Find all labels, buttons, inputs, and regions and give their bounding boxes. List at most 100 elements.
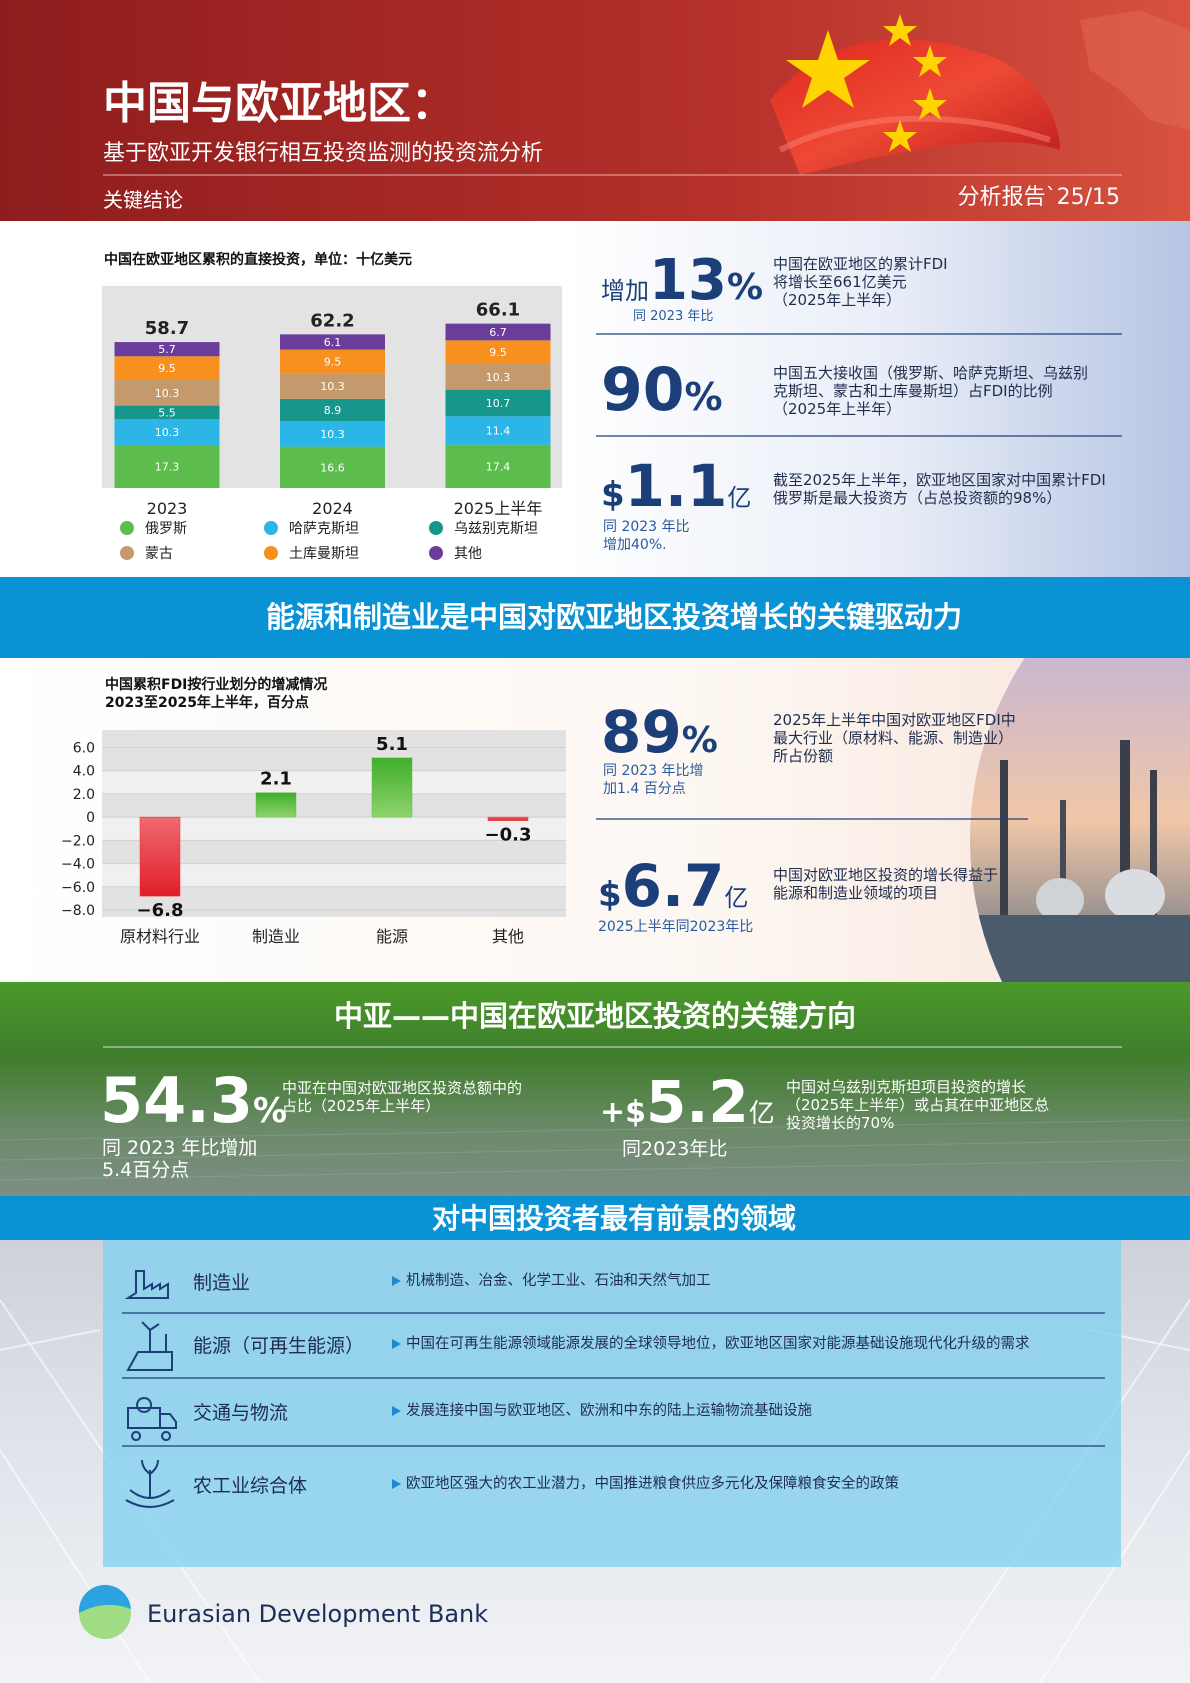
segment-label: 8.9 <box>324 404 342 417</box>
bar-segment <box>114 444 220 488</box>
stat-text: （2025年上半年） <box>773 400 901 418</box>
bar-segment <box>280 398 385 422</box>
value-label: 2.1 <box>260 769 292 790</box>
segment-label: 10.3 <box>320 428 345 441</box>
stat-value: 54.3 <box>100 1064 253 1137</box>
segment-label: 9.5 <box>158 362 176 375</box>
grid-band <box>102 817 566 841</box>
banner-bg <box>0 1196 1190 1240</box>
stat-text: 中国对欧亚地区投资的增长得益于 <box>773 866 998 884</box>
x-tick-label: 2024 <box>312 499 353 518</box>
stat-unit: % <box>682 720 718 761</box>
bullet <box>392 1276 401 1286</box>
bar-segment <box>114 342 220 357</box>
sector-desc: 机械制造、冶金、化学工业、石油和天然气加工 <box>406 1272 711 1289</box>
segment-label: 6.1 <box>324 336 342 349</box>
legend-swatch <box>264 521 278 535</box>
bar <box>255 792 297 818</box>
stat-text: 投资增长的70% <box>786 1114 894 1132</box>
sector-icons <box>124 1270 177 1508</box>
stat-prefix: +$ <box>600 1095 646 1130</box>
stat-text: 克斯坦、蒙古和土库曼斯坦）占FDI的比例 <box>773 382 1053 400</box>
x-tick-label: 2025上半年 <box>454 499 543 518</box>
stat-unit: 亿 <box>749 1099 775 1129</box>
chart-1: 17.3 10.3 5.5 10.3 9.5 5.7 58.7 2023 16.6 10.3 8.9… <box>114 300 551 562</box>
total-label: 62.2 <box>310 310 354 331</box>
x-tick-label: 原材料行业 <box>120 927 200 946</box>
stat-text: （2025年上半年）或占其在中亚地区总 <box>786 1096 1049 1114</box>
segment-label: 9.5 <box>489 346 507 359</box>
stat-unit: 亿 <box>727 484 751 512</box>
stat-value: 5.2 <box>646 1068 749 1136</box>
grid-band <box>102 770 566 794</box>
stat-figure: $6.7亿 <box>598 852 748 920</box>
stat-text: （2025年上半年） <box>773 291 901 309</box>
bullet <box>392 1339 401 1349</box>
stat-text: 中国对乌兹别克斯坦项目投资的增长 <box>786 1078 1026 1096</box>
x-tick-label: 2023 <box>147 499 188 518</box>
segment-label: 9.5 <box>324 355 342 368</box>
legend-swatch <box>120 521 134 535</box>
grid-band <box>102 863 566 887</box>
stat-value: 1.1 <box>625 452 728 520</box>
stat-text: 俄罗斯是最大投资方（占总投资额的98%） <box>773 489 1061 507</box>
x-tick-label: 其他 <box>492 927 524 946</box>
stat-note: 同 2023 年比 <box>633 309 713 324</box>
segment-label: 16.6 <box>320 461 345 474</box>
refinery-photo <box>970 658 1190 982</box>
legend-label: 俄罗斯 <box>145 521 187 537</box>
sector-separators <box>122 1312 1105 1447</box>
segment-label: 17.3 <box>155 460 180 473</box>
bar-segment <box>445 416 551 445</box>
footer-brand: Eurasian Development Bank <box>147 1600 488 1628</box>
stat-text: 将增长至661亿美元 <box>773 273 907 291</box>
stat-text: 中亚在中国对欧亚地区投资总额中的 <box>282 1079 522 1097</box>
stat-value: 6.7 <box>622 852 725 920</box>
y-tick-label: 4.0 <box>73 764 95 780</box>
segment-label: 6.7 <box>489 326 507 339</box>
banner: 对中国投资者最有前景的领域 <box>432 1202 796 1235</box>
banner: 能源和制造业是中国对欧亚地区投资增长的关键驱动力 <box>266 600 962 634</box>
bar <box>371 757 413 818</box>
bar-segment <box>445 363 551 390</box>
x-tick-label: 能源 <box>376 927 408 946</box>
segment-label: 11.4 <box>486 424 511 437</box>
sector-desc: 中国在可再生能源领域能源发展的全球领导地位，欧亚地区国家对能源基础设施现代化升级… <box>406 1334 1030 1352</box>
legend-swatch <box>429 546 443 560</box>
bullet <box>392 1406 401 1416</box>
stat-text: 最大行业（原材料、能源、制造业） <box>773 729 1013 747</box>
flag-stars <box>786 14 947 152</box>
chart-title: 中国累积FDI按行业划分的增减情况 <box>105 676 327 693</box>
stat-text: 2025年上半年中国对欧亚地区FDI中 <box>773 711 1016 729</box>
stat-text: 能源和制造业领域的项目 <box>773 884 938 902</box>
sector-name: 交通与物流 <box>193 1402 288 1424</box>
stat-value: 13 <box>649 248 727 313</box>
stat-value: 89 <box>601 698 682 766</box>
chart-2: 6.0 4.0 2.0 0 −2.0 −4.0 −6.0 −8.0 −6.8 原材料行业 2.1 制造… <box>61 730 566 946</box>
x-tick-label: 制造业 <box>252 927 300 946</box>
stat-text: 占比（2025年上半年） <box>282 1097 440 1115</box>
y-tick-label: −2.0 <box>61 833 95 849</box>
bar-segment <box>280 373 385 399</box>
legend-label: 其他 <box>454 546 482 562</box>
total-label: 66.1 <box>476 300 520 321</box>
segment-label: 17.4 <box>486 460 511 473</box>
stat-figure: 54.3% <box>100 1064 287 1137</box>
banner: 中亚——中国在欧亚地区投资的关键方向 <box>334 999 856 1033</box>
legend-swatch <box>120 546 134 560</box>
bar-segment <box>445 389 551 417</box>
stat-figure: 89% <box>601 698 718 766</box>
section-bg <box>0 982 1190 1196</box>
segment-label: 10.3 <box>155 387 180 400</box>
y-tick-label: −4.0 <box>61 857 95 873</box>
sector-name: 能源（可再生能源） <box>193 1335 364 1357</box>
legend-label: 土库曼斯坦 <box>289 546 359 562</box>
stat-unit: % <box>685 375 723 419</box>
bar-segment <box>114 405 220 420</box>
stat-text: 截至2025年上半年，欧亚地区国家对中国累计FDI <box>773 471 1106 489</box>
legend-label: 乌兹别克斯坦 <box>454 521 538 537</box>
legend-swatch <box>264 546 278 560</box>
sector-name: 制造业 <box>193 1272 250 1294</box>
